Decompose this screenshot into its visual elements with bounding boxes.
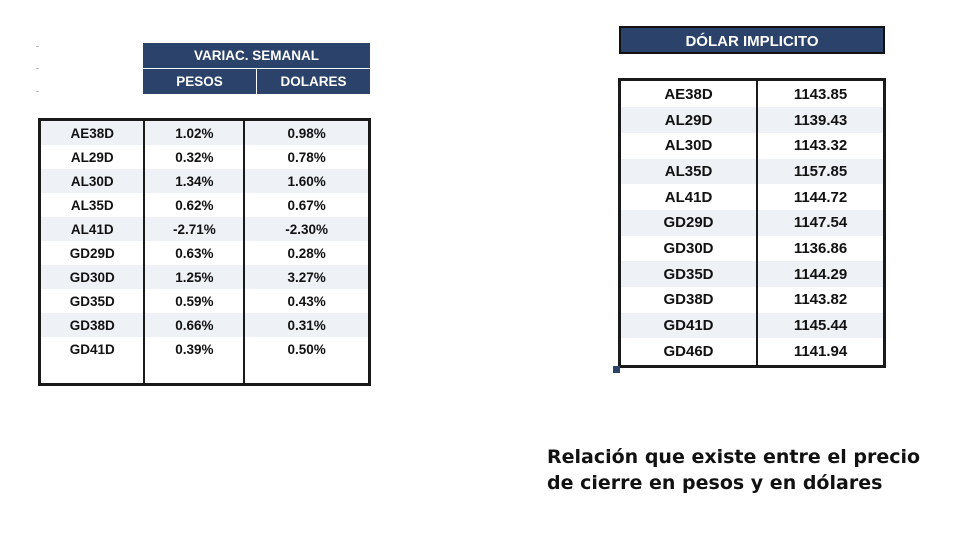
bond-name-cell: GD38D (39, 313, 145, 337)
bond-name-cell: GD35D (619, 261, 758, 288)
dolares-variation-cell: 3.27% (243, 265, 370, 289)
pesos-variation-cell: 0.66% (143, 313, 245, 337)
implicit-dollar-table: AE38D 1143.85 AL29D 1139.43 AL30D 1143.3… (618, 78, 886, 368)
pesos-variation-cell: 0.63% (143, 241, 245, 265)
empty-cell (243, 361, 370, 385)
dolares-variation-cell: 0.78% (243, 145, 370, 169)
caption-text: Relación que existe entre el precio de c… (547, 444, 967, 496)
dolares-variation-cell: 0.50% (243, 337, 370, 361)
caption-line-1: Relación que existe entre el precio (547, 446, 921, 468)
bond-name-cell: AL35D (39, 193, 145, 217)
bond-name-cell: GD29D (619, 210, 758, 236)
table-row: GD41D 1145.44 (619, 312, 885, 339)
table-row: AL29D 1139.43 (619, 107, 885, 134)
weekly-variation-title: VARIAC. SEMANAL (143, 43, 370, 69)
table-row: AE38D 1143.85 (619, 79, 885, 108)
table-row: GD35D 0.59% 0.43% (39, 289, 370, 313)
bond-name-cell: GD30D (619, 235, 758, 262)
pesos-variation-cell: 1.25% (143, 265, 245, 289)
empty-row (39, 361, 370, 385)
table-row: AL41D 1144.72 (619, 184, 885, 211)
bond-name-cell: GD38D (619, 287, 758, 313)
implicit-dollar-value-cell: 1157.85 (756, 158, 885, 185)
implicit-dollar-value-cell: 1143.82 (756, 287, 885, 313)
table-row: GD46D 1141.94 (619, 338, 885, 367)
dolares-variation-cell: 0.67% (243, 193, 370, 217)
column-header-dolares: DOLARES (280, 74, 347, 89)
pesos-variation-cell: 0.59% (143, 289, 245, 313)
implicit-dollar-value-cell: 1139.43 (756, 107, 885, 134)
bond-name-cell: GD41D (39, 337, 145, 361)
caption-line-2: de cierre en pesos y en dólares (547, 472, 883, 494)
column-header-pesos: PESOS (143, 69, 257, 94)
dolares-variation-cell: 1.60% (243, 169, 370, 193)
bond-name-cell: GD41D (619, 312, 758, 339)
bond-name-cell: AE38D (619, 79, 758, 108)
dolares-variation-cell: 0.31% (243, 313, 370, 337)
implicit-dollar-value-cell: 1144.29 (756, 261, 885, 288)
bond-name-cell: AL29D (39, 145, 145, 169)
decorative-tick (36, 68, 39, 69)
dolares-variation-cell: 0.98% (243, 119, 370, 145)
bond-name-cell: AL30D (619, 133, 758, 159)
table-row: GD29D 0.63% 0.28% (39, 241, 370, 265)
implicit-dollar-value-cell: 1147.54 (756, 210, 885, 236)
table-row: AL35D 0.62% 0.67% (39, 193, 370, 217)
bond-name-cell: AL30D (39, 169, 145, 193)
table-row: AE38D 1.02% 0.98% (39, 119, 370, 145)
table-row: GD30D 1136.86 (619, 235, 885, 262)
dolares-variation-cell: -2.30% (243, 217, 370, 241)
decorative-tick (36, 91, 39, 92)
bond-name-cell: AL35D (619, 158, 758, 185)
table-row: AL29D 0.32% 0.78% (39, 145, 370, 169)
bond-name-cell: AL41D (39, 217, 145, 241)
implicit-dollar-title: DÓLAR IMPLICITO (619, 26, 885, 54)
implicit-dollar-value-cell: 1144.72 (756, 184, 885, 211)
implicit-dollar-value-cell: 1145.44 (756, 312, 885, 339)
bond-name-cell: AE38D (39, 119, 145, 145)
implicit-dollar-value-cell: 1143.85 (756, 79, 885, 108)
weekly-variation-header: VARIAC. SEMANAL PESOS DOLARES (143, 43, 370, 94)
implicit-dollar-value-cell: 1136.86 (756, 235, 885, 262)
table-row: AL35D 1157.85 (619, 158, 885, 185)
table-row: GD35D 1144.29 (619, 261, 885, 288)
bond-name-cell: AL41D (619, 184, 758, 211)
pesos-variation-cell: 0.39% (143, 337, 245, 361)
table-row: AL30D 1.34% 1.60% (39, 169, 370, 193)
pesos-variation-cell: 1.34% (143, 169, 245, 193)
pesos-variation-cell: -2.71% (143, 217, 245, 241)
empty-cell (39, 361, 145, 385)
implicit-dollar-value-cell: 1141.94 (756, 338, 885, 367)
dolares-variation-cell: 0.28% (243, 241, 370, 265)
table-row: AL30D 1143.32 (619, 133, 885, 159)
weekly-variation-table: AE38D 1.02% 0.98% AL29D 0.32% 0.78% AL30… (38, 118, 371, 386)
table-row: GD30D 1.25% 3.27% (39, 265, 370, 289)
table-row: AL41D -2.71% -2.30% (39, 217, 370, 241)
implicit-dollar-value-cell: 1143.32 (756, 133, 885, 159)
table-row: GD38D 1143.82 (619, 287, 885, 313)
pesos-variation-cell: 0.32% (143, 145, 245, 169)
decorative-tick (36, 46, 39, 47)
bond-name-cell: AL29D (619, 107, 758, 134)
table-row: GD41D 0.39% 0.50% (39, 337, 370, 361)
empty-cell (143, 361, 245, 385)
selection-handle-mark (613, 366, 620, 373)
weekly-variation-subheaders: PESOS DOLARES (143, 69, 370, 94)
pesos-variation-cell: 1.02% (143, 119, 245, 145)
table-row: GD38D 0.66% 0.31% (39, 313, 370, 337)
table-row: GD29D 1147.54 (619, 210, 885, 236)
dolares-variation-cell: 0.43% (243, 289, 370, 313)
pesos-variation-cell: 0.62% (143, 193, 245, 217)
bond-name-cell: GD29D (39, 241, 145, 265)
bond-name-cell: GD30D (39, 265, 145, 289)
bond-name-cell: GD35D (39, 289, 145, 313)
bond-name-cell: GD46D (619, 338, 758, 367)
